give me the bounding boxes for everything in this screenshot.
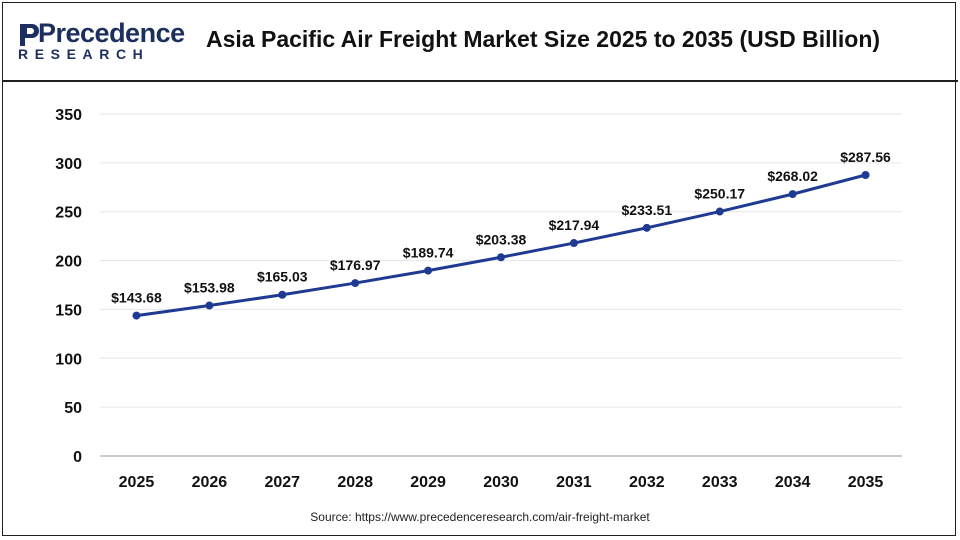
y-tick-label: 200 (55, 254, 82, 271)
logo-wordmark: Precedence (38, 18, 185, 48)
header: Precedence RESEARCH Asia Pacific Air Fre… (0, 0, 960, 82)
data-label: $153.98 (184, 280, 235, 296)
y-tick-label: 0 (73, 449, 82, 466)
x-tick-label: 2029 (410, 474, 446, 491)
data-label: $165.03 (257, 269, 308, 285)
x-tick-label: 2035 (848, 474, 884, 491)
data-label: $143.68 (111, 290, 162, 306)
data-point (569, 239, 578, 248)
x-tick-label: 2030 (483, 474, 519, 491)
data-label: $250.17 (694, 186, 745, 202)
data-label: $217.94 (549, 217, 600, 233)
data-point (642, 223, 651, 232)
x-tick-label: 2025 (119, 474, 155, 491)
logo-mark-icon (20, 24, 39, 46)
data-point (351, 279, 360, 288)
data-point (424, 266, 433, 275)
y-tick-label: 250 (55, 205, 82, 222)
data-label: $287.56 (840, 149, 891, 165)
data-point (497, 253, 505, 262)
data-point (132, 311, 141, 320)
data-label: $203.38 (476, 231, 527, 247)
data-label: $233.51 (622, 202, 673, 218)
chart-title: Asia Pacific Air Freight Market Size 202… (206, 26, 881, 52)
x-tick-label: 2031 (556, 474, 592, 491)
data-point (861, 171, 870, 180)
logo-subtext: RESEARCH (18, 46, 150, 62)
data-label: $268.02 (767, 168, 818, 184)
data-label: $189.74 (403, 245, 454, 261)
y-tick-label: 350 (55, 107, 82, 124)
source-note: Source: https://www.precedenceresearch.c… (310, 510, 650, 524)
data-point (278, 290, 287, 299)
x-tick-label: 2034 (775, 474, 811, 491)
line-chart: 0 50 100 150 200 250 300 350 2025 2026 2027 2028 202… (55, 107, 902, 491)
x-tick-label: 2032 (629, 474, 665, 491)
x-tick-label: 2026 (192, 474, 228, 491)
y-tick-label: 100 (55, 351, 82, 368)
data-point (788, 190, 797, 199)
x-tick-label: 2028 (337, 474, 373, 491)
x-tick-label: 2033 (702, 474, 738, 491)
x-tick-label: 2027 (264, 474, 300, 491)
y-tick-label: 150 (55, 302, 82, 319)
header-divider (2, 80, 958, 82)
chart-area: 0 50 100 150 200 250 300 350 2025 2026 2027 2028 202… (0, 82, 960, 502)
data-point (715, 207, 724, 216)
precedence-research-logo: Precedence RESEARCH (16, 14, 185, 64)
data-point (205, 301, 214, 310)
data-label: $176.97 (330, 257, 381, 273)
y-tick-label: 300 (55, 156, 82, 173)
y-tick-label: 50 (64, 400, 82, 417)
